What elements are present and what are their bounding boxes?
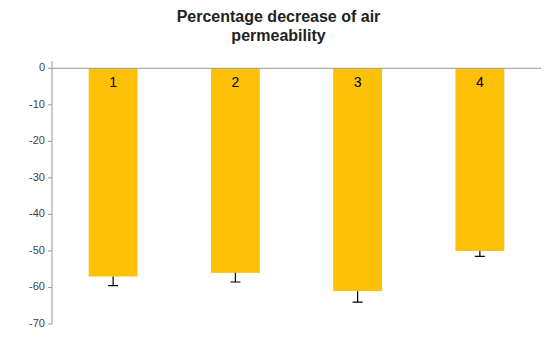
baseline xyxy=(52,68,541,69)
error-bar xyxy=(353,291,363,302)
category-label: 2 xyxy=(231,74,239,90)
category-label: 1 xyxy=(109,74,117,90)
category-label: 3 xyxy=(354,74,362,90)
error-bar xyxy=(108,277,118,286)
title: Percentage decrease of air permeability xyxy=(177,8,381,44)
title-line: permeability xyxy=(231,27,325,44)
y-tick-label: -70 xyxy=(29,317,45,329)
y-tick-label: -50 xyxy=(29,244,45,256)
y-tick-label: 0 xyxy=(39,61,45,73)
bar xyxy=(211,68,260,273)
error-bar xyxy=(230,273,240,282)
marks xyxy=(89,68,505,302)
y-tick-label: -30 xyxy=(29,171,45,183)
title-line: Percentage decrease of air xyxy=(177,8,381,25)
y-tick xyxy=(48,141,52,142)
y-tick xyxy=(48,324,52,325)
y-tick xyxy=(48,104,52,105)
bar xyxy=(89,68,138,276)
chart-svg: Percentage decrease of air permeability 0 -… xyxy=(0,0,557,338)
error-bar xyxy=(475,251,485,256)
chart-container: Percentage decrease of air permeability 0 -… xyxy=(0,0,557,338)
y-tick-label: -40 xyxy=(29,207,45,219)
y-tick-label: -60 xyxy=(29,280,45,292)
y-tick xyxy=(48,287,52,288)
y-tick-label: -10 xyxy=(29,98,45,110)
y-tick xyxy=(48,214,52,215)
bar xyxy=(333,68,382,291)
category-label: 4 xyxy=(476,74,484,90)
y-tick xyxy=(48,250,52,251)
y-tick-label: -20 xyxy=(29,134,45,146)
y-axis-line xyxy=(52,61,53,324)
y-tick xyxy=(48,68,52,69)
y-tick xyxy=(48,177,52,178)
bar xyxy=(455,68,504,251)
